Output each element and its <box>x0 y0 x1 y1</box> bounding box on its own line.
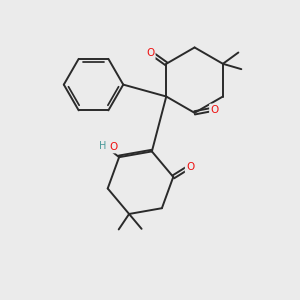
Text: O: O <box>146 48 154 59</box>
Text: H: H <box>99 141 107 151</box>
Text: O: O <box>210 105 219 115</box>
Text: O: O <box>109 142 117 152</box>
Text: O: O <box>186 162 194 172</box>
